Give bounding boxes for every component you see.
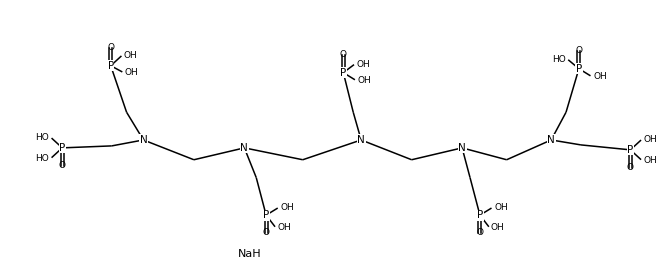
Text: OH: OH bbox=[593, 72, 607, 81]
Text: OH: OH bbox=[124, 51, 137, 60]
Text: HO: HO bbox=[36, 154, 50, 163]
Text: OH: OH bbox=[358, 76, 371, 85]
Text: OH: OH bbox=[644, 135, 657, 144]
Text: O: O bbox=[59, 161, 66, 170]
Text: OH: OH bbox=[277, 223, 291, 232]
Text: OH: OH bbox=[356, 60, 370, 69]
Text: N: N bbox=[240, 143, 248, 153]
Text: HO: HO bbox=[552, 55, 566, 64]
Text: OH: OH bbox=[125, 68, 139, 77]
Text: N: N bbox=[139, 135, 147, 145]
Text: P: P bbox=[627, 145, 634, 155]
Text: N: N bbox=[458, 143, 466, 153]
Text: P: P bbox=[108, 61, 114, 71]
Text: OH: OH bbox=[491, 223, 504, 232]
Text: OH: OH bbox=[494, 203, 508, 212]
Text: P: P bbox=[340, 68, 347, 78]
Text: NaH: NaH bbox=[238, 249, 261, 259]
Text: P: P bbox=[59, 143, 65, 153]
Text: O: O bbox=[263, 228, 270, 237]
Text: N: N bbox=[357, 135, 365, 145]
Text: P: P bbox=[576, 64, 582, 74]
Text: OH: OH bbox=[280, 203, 294, 212]
Text: OH: OH bbox=[644, 156, 657, 165]
Text: O: O bbox=[627, 163, 634, 172]
Text: O: O bbox=[477, 228, 483, 237]
Text: HO: HO bbox=[36, 133, 50, 142]
Text: O: O bbox=[340, 50, 347, 59]
Text: O: O bbox=[107, 43, 114, 52]
Text: O: O bbox=[576, 46, 582, 55]
Text: P: P bbox=[263, 210, 269, 220]
Text: N: N bbox=[547, 135, 555, 145]
Text: P: P bbox=[477, 210, 483, 220]
